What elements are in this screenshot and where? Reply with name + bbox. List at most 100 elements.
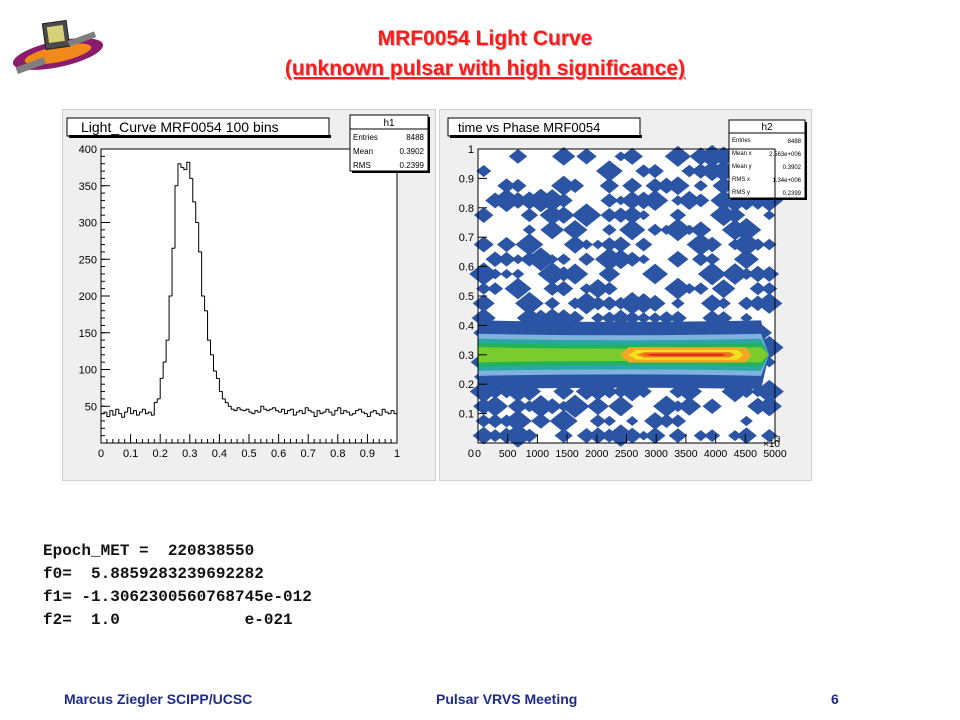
x-tick-label: 4500 (734, 448, 758, 460)
histogram-bin (221, 391, 226, 400)
y-origin-label: 0 (468, 448, 474, 460)
histogram-bin (266, 409, 270, 412)
histogram-bin (141, 408, 146, 413)
contour-patch (611, 207, 631, 223)
histogram-bin (195, 201, 199, 223)
chart-title: Light_Curve MRF0054 100 bins (81, 119, 279, 135)
histogram-bin (331, 412, 335, 416)
histogram-bin (387, 412, 392, 415)
contour-patch (511, 268, 525, 280)
f1-line: f1= -1.3062300560768745e-012 (43, 588, 312, 606)
contour-patch (690, 221, 712, 239)
histogram-bin (198, 222, 202, 253)
histogram-bin (171, 247, 175, 296)
contour-patch (554, 428, 573, 443)
histogram-bin (118, 409, 122, 415)
histogram-bin (340, 407, 344, 415)
x-tick-label: 0.3 (182, 448, 197, 460)
epoch-line: Epoch_MET = 220838550 (43, 542, 255, 560)
contour-patch (626, 416, 639, 426)
y-tick-label: 50 (85, 401, 97, 413)
histogram-bin (150, 412, 155, 416)
title-box-shadow (69, 135, 331, 138)
histogram-bin (177, 163, 181, 186)
contour-patch (586, 397, 610, 416)
histogram-bin (138, 411, 143, 416)
contour-patch (601, 311, 618, 325)
contour-patch (485, 251, 505, 268)
contour-patch (503, 423, 533, 448)
contour-patch (485, 384, 505, 399)
contour-patch (538, 189, 567, 212)
histogram-bin (204, 296, 208, 312)
contour-patch (577, 428, 597, 444)
stats-label: Mean (353, 147, 373, 156)
contour-patch (497, 178, 516, 194)
contour-patch (704, 429, 721, 443)
histogram-bin (251, 412, 255, 415)
contour-patch (759, 266, 780, 282)
x-tick-label: 0.5 (241, 448, 256, 460)
y-tick-label: 300 (79, 218, 97, 230)
contour-patch (622, 177, 643, 194)
contour-patch (542, 398, 563, 415)
contour-patch (668, 428, 688, 444)
contour-patch (657, 311, 676, 325)
x-multiplier-exp: 3 (776, 435, 781, 444)
stats-value: 0.3902 (783, 165, 802, 171)
contour-patch (531, 413, 551, 429)
y-tick-label: 250 (79, 254, 97, 266)
contour-patch (487, 429, 504, 443)
histogram-bin (286, 410, 291, 414)
contour-patch (504, 409, 532, 433)
contour-patch (553, 383, 575, 400)
contour-patch (668, 310, 687, 326)
contour-patch (761, 282, 778, 296)
stats-value: 0.3902 (400, 147, 425, 156)
histogram-bin (355, 410, 359, 414)
contour-patch (637, 210, 650, 221)
y-tick-label: 0.9 (459, 173, 474, 185)
y-tick-label: 0.7 (459, 232, 474, 244)
histogram-bin (284, 409, 288, 415)
histogram-bin (159, 377, 164, 399)
x-tick-label: 1500 (555, 448, 579, 460)
x-tick-label: 0.7 (301, 448, 316, 460)
stats-value: 0.2399 (783, 191, 802, 197)
contour-patch (471, 308, 496, 328)
stats-name: h1 (383, 118, 395, 129)
x-tick-label: 0.9 (360, 448, 375, 460)
y-tick-label: 200 (79, 291, 97, 303)
histogram-bin (112, 410, 116, 416)
histogram-bin (358, 408, 362, 411)
f0-line: f0= 5.8859283239692282 (43, 565, 264, 583)
histogram-bin (230, 406, 235, 410)
contour-patch (602, 224, 617, 236)
light-curve-panel: Light_Curve MRF0054 100 bins h1 Entries 848… (62, 109, 436, 481)
stats-value: 8488 (788, 139, 802, 145)
y-tick-label: 0.1 (459, 409, 474, 421)
histogram-bin (186, 161, 190, 170)
x-tick-label: 0.2 (153, 448, 168, 460)
contour-patch (691, 252, 710, 267)
histogram-bin (325, 408, 329, 413)
contour-patch (552, 147, 576, 166)
histogram-bin (390, 410, 395, 414)
contour-patch (637, 430, 650, 441)
y-tick-label: 400 (79, 144, 97, 156)
histogram-bin (257, 410, 261, 413)
contour-patch (491, 188, 522, 213)
histogram-bin (360, 409, 365, 413)
slide-subtitle: (unknown pulsar with high significance) (5, 57, 960, 81)
y-tick-label: 0.5 (459, 291, 474, 303)
histogram-bin (215, 370, 220, 379)
contour-patch (702, 236, 722, 253)
glast-logo (12, 19, 104, 74)
histogram-bin (269, 408, 273, 411)
stats-label: RMS (353, 161, 371, 170)
contour-patch (716, 297, 731, 310)
stats-label: Mean y (732, 164, 752, 170)
contour-patch (540, 220, 565, 240)
contour-patch (596, 160, 623, 182)
contour-patch (669, 414, 687, 428)
